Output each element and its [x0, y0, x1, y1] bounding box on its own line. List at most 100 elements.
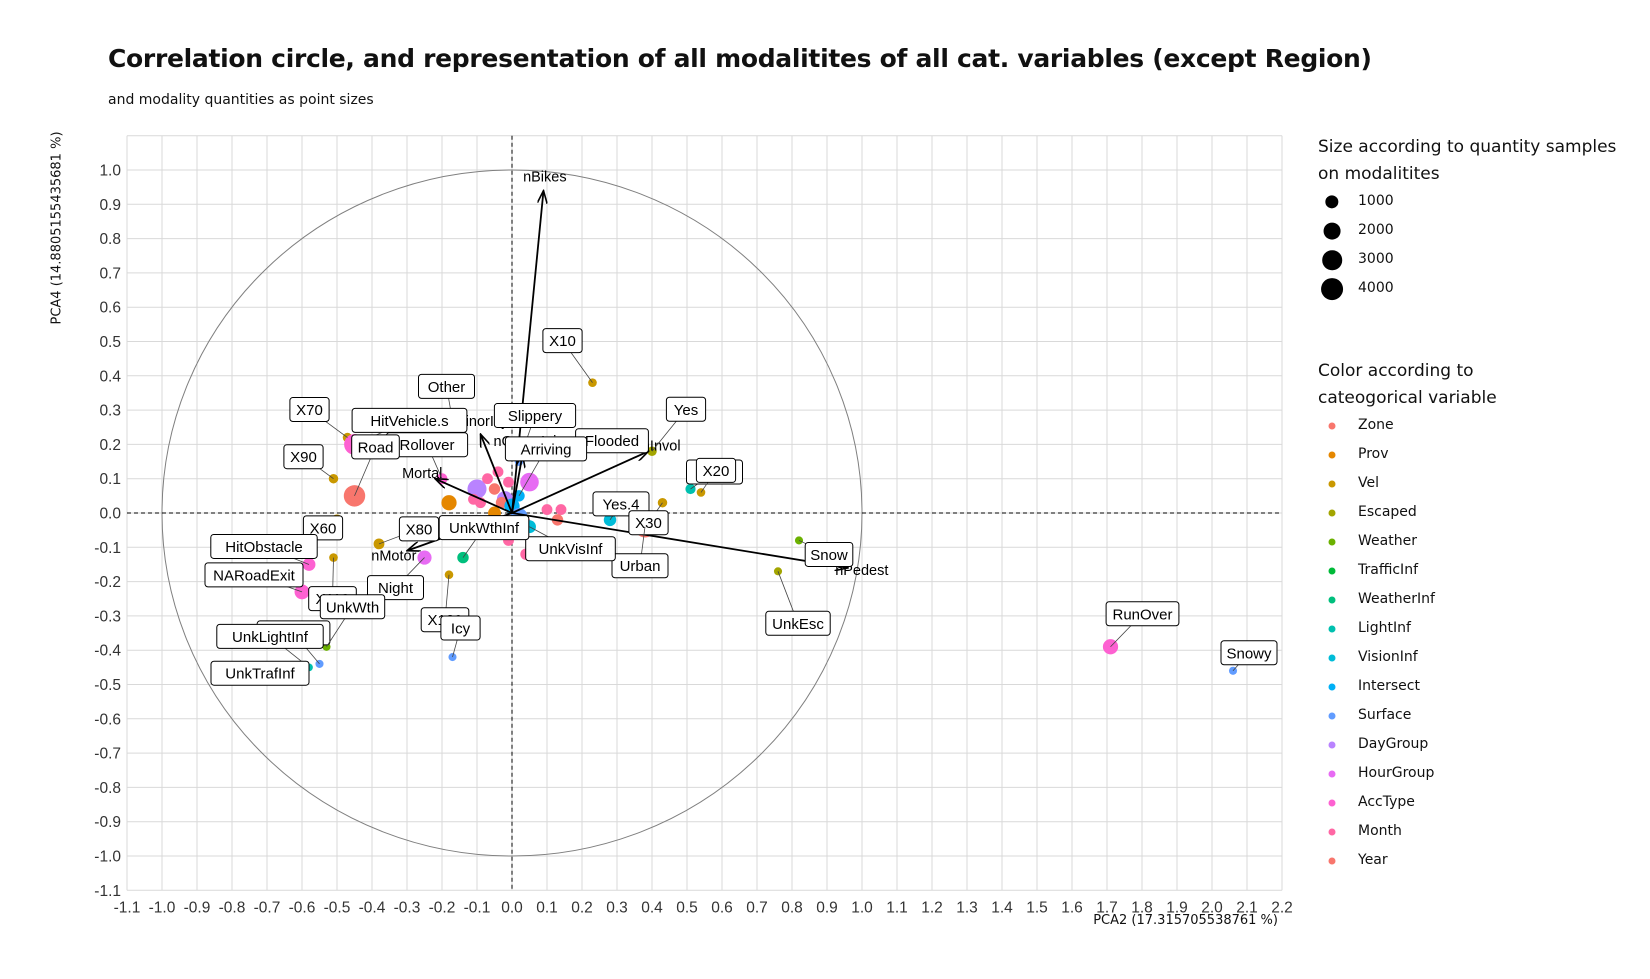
- point-label: Icy: [440, 615, 481, 658]
- data-point: [482, 473, 493, 485]
- color-legend-key: [1328, 451, 1336, 459]
- label-text: Icy: [451, 621, 471, 638]
- label-text: X80: [406, 521, 433, 538]
- x-tick-label: -0.7: [254, 899, 281, 916]
- label-text: UnkEsc: [772, 616, 824, 633]
- x-tick-label: 1.5: [1026, 899, 1048, 916]
- label-box: [592, 491, 650, 517]
- chart-subtitle: and modality quantities as point sizes: [108, 92, 374, 108]
- labels-layer: nBikesnPedestnInvolnMotornMinorInjMortal…: [204, 170, 1278, 686]
- x-tick-label: 0.4: [641, 899, 663, 916]
- point-label: UnkWth: [319, 594, 386, 647]
- x-tick-label: -0.2: [429, 899, 456, 916]
- label-text: UnkTrafInf: [225, 666, 295, 683]
- color-legend-key: [1328, 567, 1336, 575]
- data-point: [555, 504, 567, 515]
- y-tick-label: 0.4: [99, 368, 121, 385]
- y-tick-label: 0.7: [99, 265, 121, 282]
- color-legend-key: [1328, 654, 1336, 662]
- label-text: Night: [378, 580, 414, 597]
- size-legend-key: [1325, 195, 1339, 209]
- x-tick-label: 2.1: [1236, 899, 1258, 916]
- data-point: [329, 553, 338, 562]
- label-box: [210, 660, 310, 686]
- x-tick-label: 1.3: [956, 899, 978, 916]
- point-label: Night: [367, 557, 425, 601]
- point-label: X30: [628, 502, 669, 536]
- x-tick-label: -0.3: [394, 899, 421, 916]
- label-text: Yes: [674, 402, 698, 419]
- y-tick-label: 0.9: [99, 197, 121, 214]
- point-label: UnkLightInf: [216, 623, 324, 668]
- label-box: [665, 396, 707, 422]
- color-legend-label: Month: [1358, 823, 1402, 839]
- data-point: [520, 472, 539, 492]
- color-legend-label: LightInf: [1358, 620, 1411, 636]
- point-label: Rollover: [385, 432, 469, 479]
- size-legend-title: Size according to quantity samples on mo…: [1318, 137, 1617, 184]
- label-text: X10: [549, 333, 576, 350]
- color-legend-item: VisionInf: [1318, 644, 1497, 673]
- x-tick-label: -0.8: [219, 899, 246, 916]
- y-tick-label: 0.8: [99, 231, 121, 248]
- data-point: [467, 479, 487, 499]
- x-tick-label: -1.0: [149, 899, 176, 916]
- x-tick-label: 0.7: [746, 899, 768, 916]
- color-legend-label: WeatherInf: [1358, 591, 1435, 607]
- label-box: [319, 594, 386, 620]
- color-legend-key: [1328, 712, 1336, 720]
- y-tick-label: -0.6: [94, 711, 121, 728]
- label-text: Slippery: [508, 408, 563, 425]
- color-legend-title: Color according to cateogorical variable: [1318, 361, 1497, 408]
- point-label: UnkEsc: [765, 571, 831, 636]
- y-tick-label: -0.2: [94, 574, 121, 591]
- x-tick-label: 1.6: [1061, 899, 1083, 916]
- size-legend: Size according to quantity samples on mo…: [1318, 134, 1616, 304]
- x-tick-label: 0.3: [606, 899, 628, 916]
- y-tick-label: -0.7: [94, 746, 121, 763]
- point-label: UnkWthInf: [438, 515, 530, 558]
- point-label: RunOver: [1105, 601, 1180, 648]
- label-box: [1105, 601, 1180, 627]
- label-box: [804, 541, 854, 567]
- color-legend-item: Zone: [1318, 412, 1497, 441]
- point-label: Road: [351, 434, 400, 497]
- color-legend-item: Year: [1318, 847, 1497, 876]
- color-legend-label: Surface: [1358, 707, 1412, 723]
- color-legend-item: WeatherInf: [1318, 586, 1497, 615]
- x-tick-label: -0.1: [464, 899, 491, 916]
- label-box: [398, 516, 440, 542]
- reference-lines: [127, 135, 1282, 891]
- label-box: [418, 373, 475, 399]
- label-text: X70: [296, 402, 323, 419]
- size-legend-item: 3000: [1318, 246, 1616, 275]
- color-legend-key: [1328, 741, 1336, 749]
- label-box: [695, 457, 737, 483]
- label-box: [504, 436, 588, 462]
- label-box: [1220, 640, 1278, 666]
- y-tick-label: -1.1: [94, 883, 121, 900]
- label-text: HitVehicle.s: [370, 413, 448, 430]
- x-tick-label: 1.0: [851, 899, 873, 916]
- y-tick-label: -1.0: [94, 849, 121, 866]
- size-legend-item: 2000: [1318, 217, 1616, 246]
- x-tick-label: -0.6: [289, 899, 316, 916]
- label-box: [210, 533, 318, 559]
- loading-arrow: [435, 479, 513, 514]
- color-legend-item: Surface: [1318, 702, 1497, 731]
- x-tick-label: 1.1: [886, 899, 908, 916]
- y-tick-label: 0.3: [99, 403, 121, 420]
- label-box: [611, 553, 669, 579]
- label-text: X30: [635, 515, 662, 532]
- label-box: [302, 515, 344, 541]
- chart-title: Correlation circle, and representation o…: [108, 44, 1372, 73]
- y-tick-label: -0.4: [94, 643, 121, 660]
- label-box: [204, 562, 304, 588]
- x-tick-label: 0.8: [781, 899, 803, 916]
- size-legend-key: [1323, 222, 1341, 240]
- color-legend-key: [1328, 770, 1336, 778]
- data-point: [488, 483, 501, 495]
- x-axis-label: PCA2 (17.315705538761 %): [1093, 913, 1278, 928]
- data-point: [541, 504, 553, 515]
- x-tick-label: 1.8: [1131, 899, 1153, 916]
